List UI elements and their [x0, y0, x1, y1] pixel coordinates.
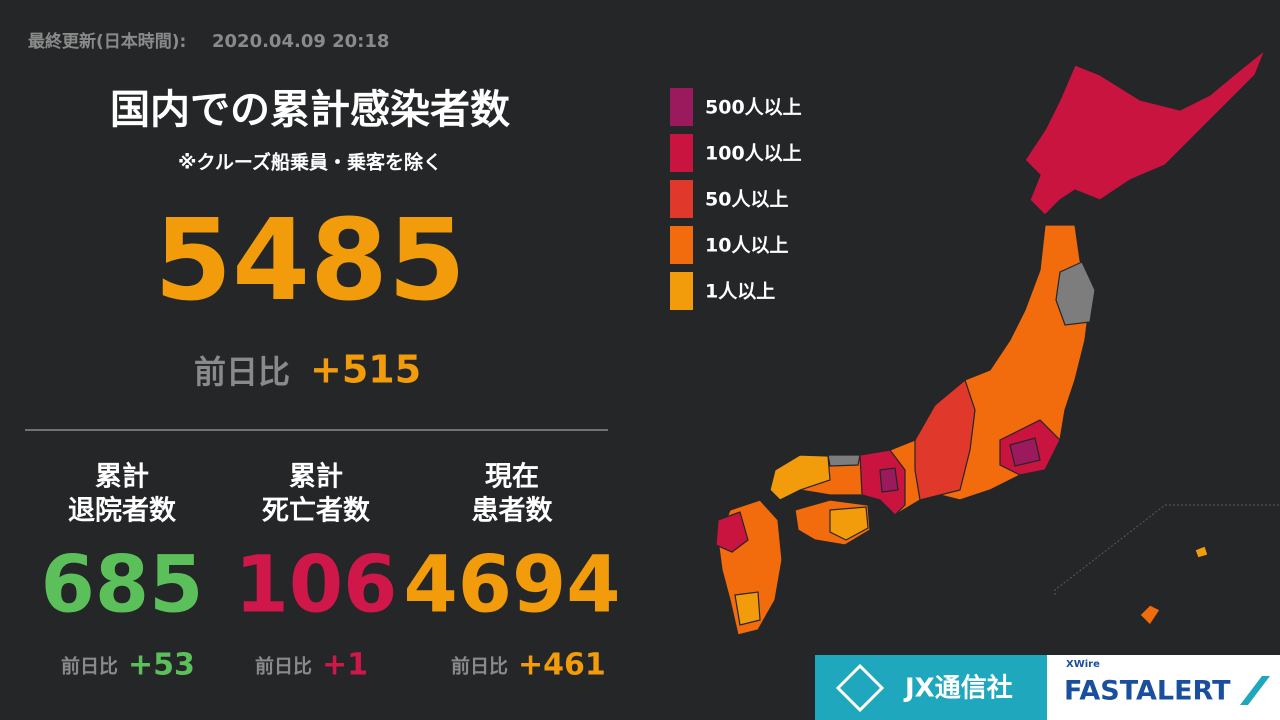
iwate — [1055, 261, 1096, 326]
stat-label: 患者数 — [472, 496, 554, 527]
product-logo — [1240, 676, 1270, 705]
stat-change-label: 前日比 — [255, 655, 312, 678]
legend-label: 100人以上 — [705, 143, 802, 165]
total-change: +515 — [310, 348, 421, 392]
inset-divider — [1054, 504, 1280, 595]
legend-label: 10人以上 — [705, 235, 788, 257]
change-label: 前日比 — [194, 353, 290, 391]
legend-label: 1人以上 — [705, 281, 775, 303]
chugoku-north — [769, 454, 831, 501]
legend-label: 500人以上 — [705, 97, 802, 119]
stat-value: 106 — [235, 540, 398, 630]
total-value: 5485 — [154, 196, 466, 326]
okinawa — [1139, 604, 1161, 626]
stat-value: 685 — [41, 540, 204, 630]
brand-box — [815, 655, 1047, 720]
legend-swatch — [670, 134, 693, 172]
product-box — [1047, 655, 1280, 720]
title: 国内での累計感染者数 — [110, 87, 510, 133]
stat-label: 現在 — [485, 462, 539, 493]
hokkaido — [1024, 48, 1267, 216]
brand-logo — [835, 663, 885, 713]
legend: 500人以上 100人以上 50人以上 10人以上 1人以上 — [670, 88, 802, 310]
stat-change: +53 — [128, 648, 195, 683]
chubu — [914, 378, 976, 501]
stat-value: 4694 — [403, 540, 620, 630]
map — [715, 48, 1267, 636]
stat-change-label: 前日比 — [61, 655, 118, 678]
note: ※クルーズ船乗員・乗客を除く — [178, 151, 442, 174]
stat-change-label: 前日比 — [451, 655, 508, 678]
legend-swatch — [670, 226, 693, 264]
amami — [1194, 545, 1209, 559]
stat-label: 累計 — [289, 461, 343, 493]
osaka — [879, 467, 899, 493]
stat-label: 死亡者数 — [262, 496, 371, 527]
legend-swatch — [670, 88, 693, 126]
stat-change: +1 — [322, 648, 368, 683]
product: FASTALERT — [1064, 676, 1231, 707]
tottori — [827, 454, 861, 467]
updated-label: 最終更新(日本時間): — [28, 31, 186, 52]
brand: JX通信社 — [903, 673, 1013, 704]
kochi — [829, 506, 869, 541]
legend-swatch — [670, 180, 693, 218]
legend-swatch — [670, 272, 693, 310]
stat-label: 累計 — [95, 461, 149, 493]
updated-at: 2020.04.09 20:18 — [212, 31, 389, 52]
stat-change: +461 — [518, 648, 606, 683]
legend-label: 50人以上 — [705, 189, 788, 211]
stat-label: 退院者数 — [68, 495, 177, 527]
kagoshima — [734, 591, 761, 626]
fukuoka — [715, 511, 749, 553]
product-top: XWire — [1066, 659, 1100, 670]
tokyo — [1009, 437, 1041, 467]
